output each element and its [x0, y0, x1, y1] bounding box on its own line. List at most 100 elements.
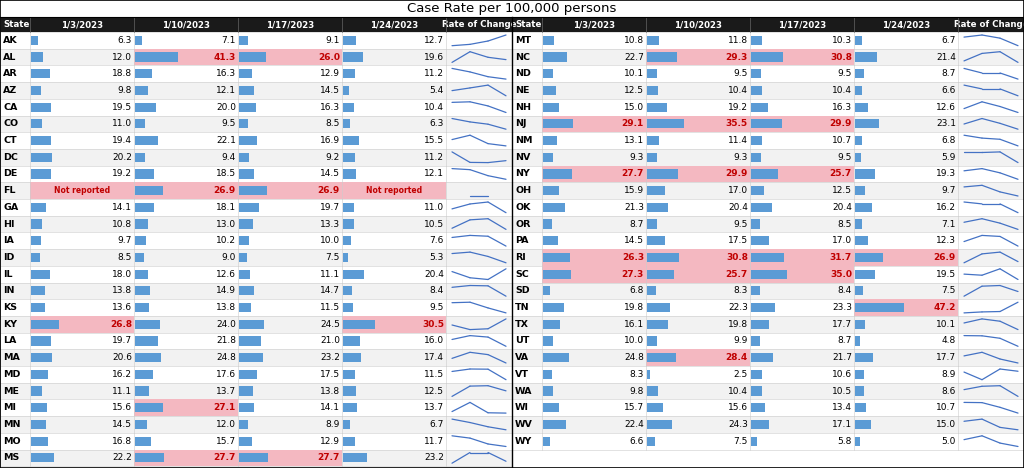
Text: 8.7: 8.7	[630, 219, 644, 228]
Text: 12.3: 12.3	[936, 236, 956, 245]
Bar	[751, 437, 757, 446]
Bar	[31, 36, 38, 45]
Text: 5.3: 5.3	[430, 253, 444, 262]
Text: 9.4: 9.4	[222, 153, 236, 162]
Bar	[751, 270, 787, 279]
Bar	[343, 219, 354, 229]
Text: 8.3: 8.3	[733, 286, 748, 295]
Bar	[647, 403, 664, 412]
Text: 6.8: 6.8	[630, 286, 644, 295]
Text: 9.7: 9.7	[118, 236, 132, 245]
Bar	[134, 399, 238, 416]
Bar	[239, 303, 251, 312]
Bar	[543, 102, 558, 112]
Bar	[31, 153, 52, 162]
Bar	[512, 399, 1024, 416]
Bar	[31, 353, 52, 362]
Text: 9.3: 9.3	[733, 153, 748, 162]
Bar	[135, 236, 145, 245]
Text: 10.7: 10.7	[936, 403, 956, 412]
Text: 13.4: 13.4	[831, 403, 852, 412]
Text: 7.5: 7.5	[326, 253, 340, 262]
Text: 41.3: 41.3	[214, 52, 236, 62]
Text: 20.4: 20.4	[424, 270, 444, 278]
Text: WV: WV	[515, 420, 532, 429]
Bar	[343, 270, 365, 279]
Bar	[647, 236, 666, 245]
Text: 10.4: 10.4	[728, 86, 748, 95]
Bar	[750, 166, 854, 183]
Text: 10.8: 10.8	[112, 219, 132, 228]
Text: 13.6: 13.6	[112, 303, 132, 312]
Text: 26.9: 26.9	[214, 186, 236, 195]
Text: Case Rate per 100,000 persons: Case Rate per 100,000 persons	[408, 2, 616, 15]
Text: 13.8: 13.8	[216, 303, 236, 312]
Text: 8.3: 8.3	[630, 370, 644, 379]
Text: 7.5: 7.5	[733, 437, 748, 446]
Text: 10.1: 10.1	[936, 320, 956, 329]
Text: 19.8: 19.8	[728, 320, 748, 329]
Bar	[646, 266, 750, 283]
Bar	[543, 119, 573, 128]
Text: 12.0: 12.0	[112, 52, 132, 62]
Bar	[135, 153, 144, 162]
Bar	[543, 270, 571, 279]
Text: 13.7: 13.7	[216, 387, 236, 395]
Bar	[855, 203, 871, 212]
Text: MS: MS	[3, 453, 19, 462]
Text: 13.8: 13.8	[319, 387, 340, 395]
Text: 8.5: 8.5	[326, 119, 340, 128]
Bar	[343, 387, 356, 395]
Bar	[343, 420, 350, 429]
Bar	[855, 52, 878, 62]
Text: 24.8: 24.8	[216, 353, 236, 362]
Bar	[135, 119, 144, 128]
Text: 11.1: 11.1	[319, 270, 340, 278]
Bar	[0, 32, 512, 49]
Text: 12.6: 12.6	[936, 102, 956, 112]
Bar	[855, 136, 862, 145]
Bar	[751, 36, 762, 45]
Bar	[751, 136, 762, 145]
Bar	[0, 66, 512, 82]
Bar	[542, 116, 646, 132]
Text: 9.5: 9.5	[838, 69, 852, 78]
Bar	[512, 316, 1024, 333]
Text: LA: LA	[3, 336, 16, 345]
Bar	[135, 370, 154, 379]
Bar	[343, 102, 353, 112]
Bar	[31, 219, 42, 229]
Bar	[239, 453, 267, 462]
Bar	[239, 370, 257, 379]
Text: 12.9: 12.9	[319, 437, 340, 446]
Text: 1/17/2023: 1/17/2023	[266, 20, 314, 29]
Text: UT: UT	[515, 336, 529, 345]
Bar	[543, 420, 566, 429]
Text: MI: MI	[3, 403, 16, 412]
Text: 5.9: 5.9	[942, 153, 956, 162]
Text: 8.4: 8.4	[430, 286, 444, 295]
Bar	[343, 153, 354, 162]
Bar	[0, 349, 512, 366]
Text: CT: CT	[3, 136, 16, 145]
Text: 26.3: 26.3	[622, 253, 644, 262]
Bar	[855, 86, 862, 95]
Bar	[855, 236, 867, 245]
Bar	[239, 86, 254, 95]
Text: 10.3: 10.3	[831, 36, 852, 45]
Bar	[855, 219, 862, 229]
Bar	[239, 420, 248, 429]
Bar	[647, 336, 657, 345]
Bar	[512, 283, 1024, 299]
Bar	[855, 336, 860, 345]
Bar	[31, 420, 46, 429]
Text: 16.2: 16.2	[112, 370, 132, 379]
Text: 9.5: 9.5	[733, 219, 748, 228]
Text: 8.5: 8.5	[118, 253, 132, 262]
Bar	[239, 437, 252, 446]
Bar	[512, 32, 1024, 49]
Text: OR: OR	[515, 219, 530, 228]
Text: 19.8: 19.8	[624, 303, 644, 312]
Bar	[239, 236, 250, 245]
Bar	[135, 36, 142, 45]
